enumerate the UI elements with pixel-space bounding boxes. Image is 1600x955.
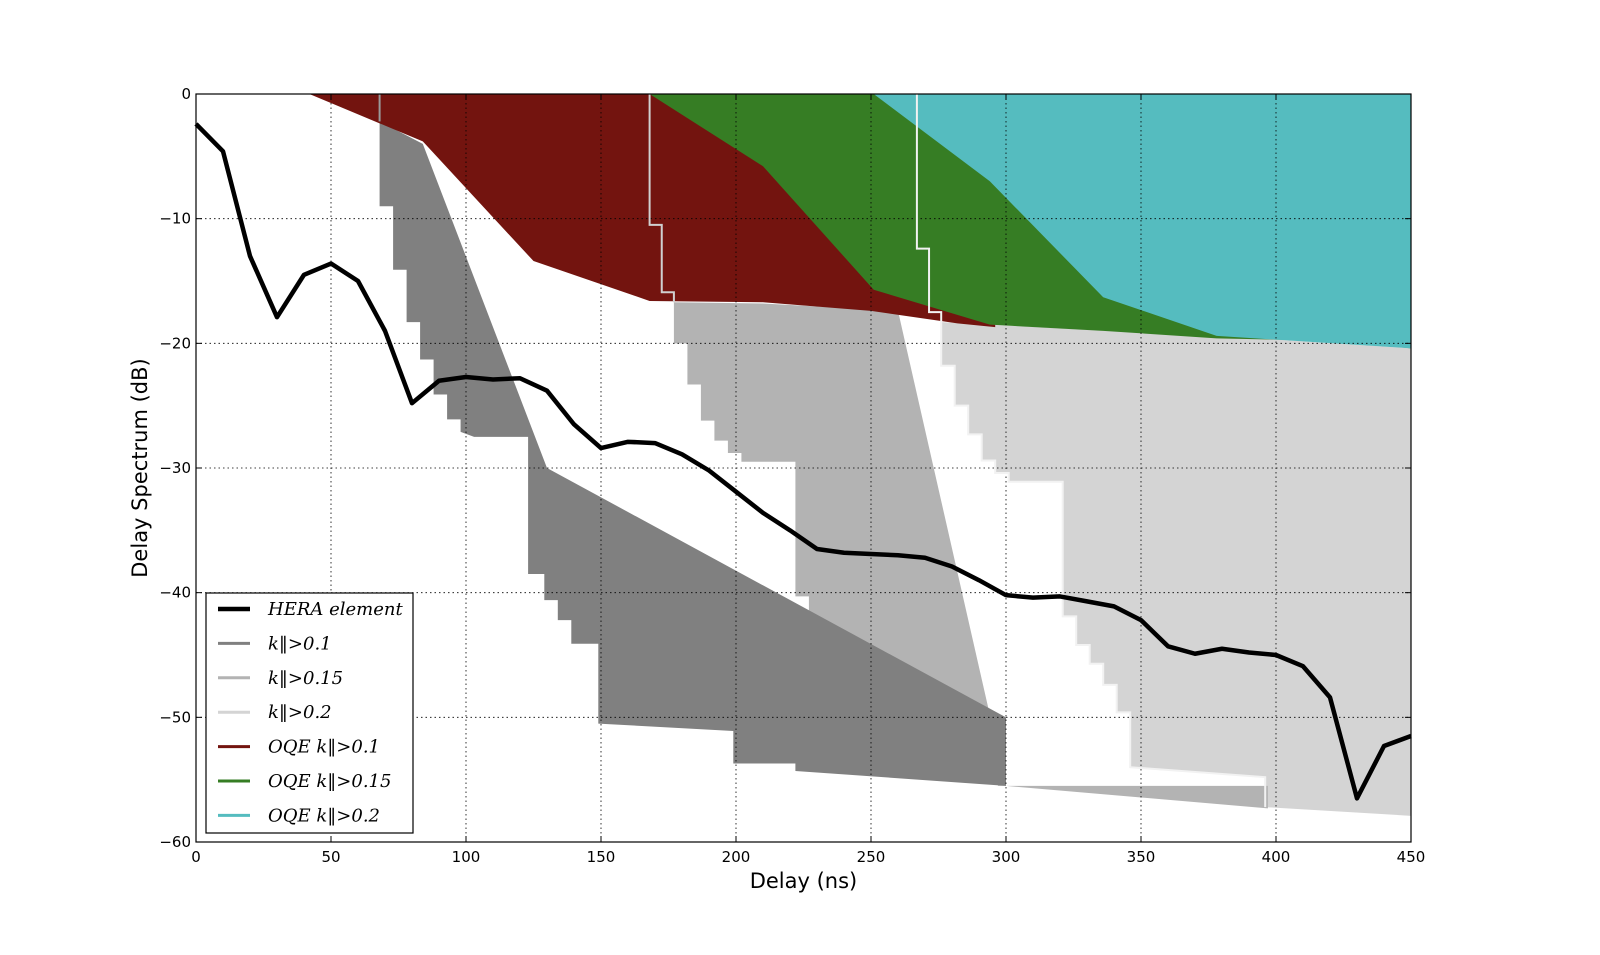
legend-label-oqe02: OQE k‖>0.2 <box>268 805 380 826</box>
legend-label-hera: HERA element <box>267 599 403 620</box>
axis-ticks: 0 50 100 150 200 250 300 350 400 450 0 −10 −20 −30 −40… <box>159 85 1425 866</box>
x-tick-label: 200 <box>722 848 751 866</box>
edge-k02 <box>915 94 1267 808</box>
legend-label-k02: k‖>0.2 <box>268 702 332 723</box>
series-hera-line <box>194 122 1412 801</box>
x-tick-label: 150 <box>587 848 616 866</box>
area-k01 <box>379 121 1007 786</box>
x-tick-label: 250 <box>857 848 886 866</box>
area-k015 <box>673 302 1276 809</box>
x-tick-label: 400 <box>1262 848 1291 866</box>
x-tick-label: 100 <box>452 848 481 866</box>
area-k02 <box>941 322 1411 816</box>
edge-k015 <box>648 94 675 303</box>
y-tick-label: −10 <box>159 210 191 228</box>
x-tick-label: 350 <box>1127 848 1156 866</box>
y-axis-label: Delay Spectrum (dB) <box>128 358 152 577</box>
x-tick-label: 50 <box>321 848 340 866</box>
area-oqe02 <box>873 94 1411 349</box>
y-tick-label: −30 <box>159 459 191 477</box>
y-tick-label: −50 <box>159 708 191 726</box>
area-fills <box>196 94 1411 816</box>
area-edges <box>378 94 1267 808</box>
y-tick-label: −60 <box>159 833 191 851</box>
x-axis-label: Delay (ns) <box>750 869 858 893</box>
x-tick-label: 450 <box>1397 848 1426 866</box>
legend: HERA element k‖>0.1 k‖>0.15 k‖>0.2 OQE k‖>0.… <box>205 592 414 834</box>
legend-label-k015: k‖>0.15 <box>268 668 343 689</box>
hera-line-group <box>194 122 1412 801</box>
legend-label-oqe01: OQE k‖>0.1 <box>268 737 380 758</box>
y-tick-label: 0 <box>181 85 191 103</box>
y-tick-label: −20 <box>159 334 191 352</box>
legend-label-oqe015: OQE k‖>0.15 <box>268 771 391 792</box>
x-tick-label: 0 <box>191 848 201 866</box>
y-tick-label: −40 <box>159 584 191 602</box>
legend-label-k01: k‖>0.1 <box>268 633 332 654</box>
x-tick-label: 300 <box>992 848 1021 866</box>
